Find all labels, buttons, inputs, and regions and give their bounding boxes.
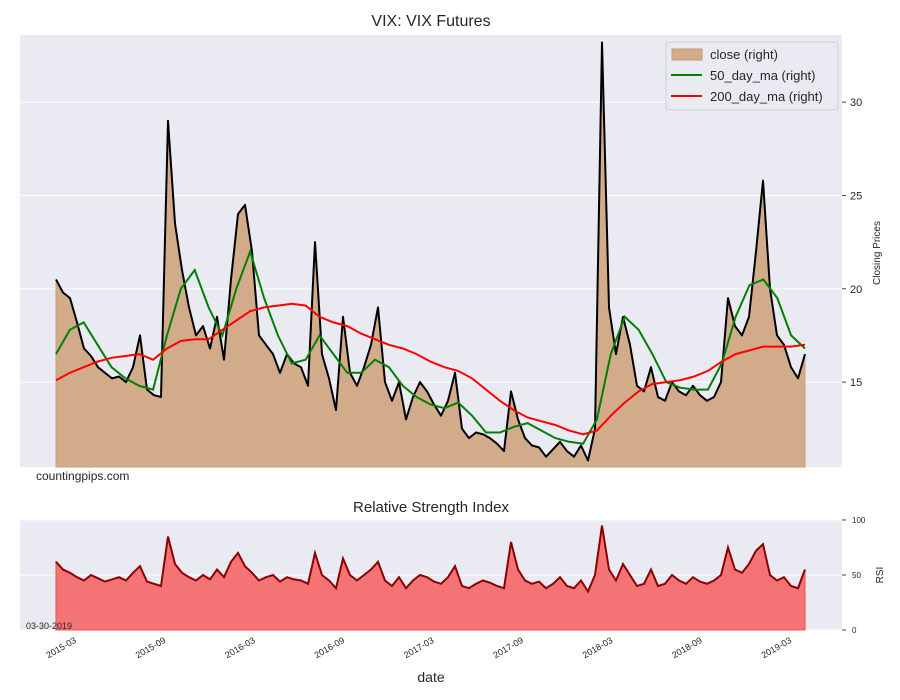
rsi-y-tick-label: 0 [852,626,857,635]
price-y-axis-label: Closing Prices [872,221,883,285]
rsi-y-tick-label: 100 [852,516,866,525]
date-stamp: 03-30-2019 [26,621,72,631]
x-tick-label: 2017-09 [491,635,525,660]
x-axis-label: date [417,669,444,685]
x-tick-label: 2018-03 [581,635,615,660]
x-tick-label: 2016-03 [223,635,257,660]
legend-box [665,41,839,111]
rsi-chart-title: Relative Strength Index [353,499,509,516]
x-tick-label: 2019-03 [760,635,794,660]
x-tick-label: 2015-03 [44,635,78,660]
rsi-y-tick-label: 50 [852,571,861,580]
x-tick-label: 2018-09 [670,635,704,660]
legend-swatch-close [671,48,703,61]
rsi-y-axis-label: RSI [875,567,886,584]
ma200-line [55,302,806,436]
legend-label-200ma: 200_day_ma (right) [710,89,823,104]
price-y-tick-label: 15 [850,377,862,389]
legend: close (right) 50_day_ma (right) 200_day_… [665,41,839,111]
watermark: countingpips.com [36,469,129,483]
legend-label-close: close (right) [710,47,778,62]
price-y-tick-label: 30 [850,97,862,109]
rsi-line [55,525,806,594]
price-y-tick-label: 25 [850,190,862,202]
ma50-line [55,248,806,445]
x-tick-label: 2016-09 [313,635,347,660]
close-line [55,41,806,462]
price-chart-title: VIX: VIX Futures [371,13,490,30]
x-tick-label: 2015-09 [134,635,168,660]
legend-label-50ma: 50_day_ma (right) [710,68,816,83]
price-y-tick-label: 20 [850,284,862,296]
x-tick-label: 2017-03 [402,635,436,660]
